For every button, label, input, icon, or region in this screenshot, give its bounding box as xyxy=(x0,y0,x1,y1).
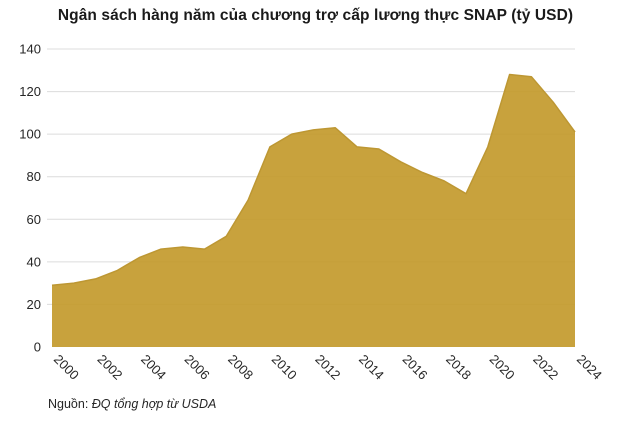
x-tick-label: 2012 xyxy=(312,352,343,383)
y-tick-label: 40 xyxy=(27,254,41,269)
source-prefix: Nguồn: xyxy=(48,397,92,411)
x-tick-label: 2006 xyxy=(182,352,213,383)
x-tick-label: 2000 xyxy=(51,352,82,383)
x-tick-label: 2016 xyxy=(400,352,431,383)
x-tick-label: 2022 xyxy=(530,352,561,383)
x-tick-label: 2018 xyxy=(443,352,474,383)
y-tick-label: 80 xyxy=(27,169,41,184)
y-tick-label: 120 xyxy=(19,84,41,99)
x-tick-label: 2010 xyxy=(269,352,300,383)
x-tick-label: 2004 xyxy=(138,352,169,383)
x-tick-label: 2002 xyxy=(94,352,125,383)
x-tick-label: 2008 xyxy=(225,352,256,383)
y-tick-label: 60 xyxy=(27,212,41,227)
y-tick-label: 20 xyxy=(27,297,41,312)
chart-title: Ngân sách hàng năm của chương trợ cấp lư… xyxy=(57,7,574,24)
y-tick-label: 0 xyxy=(34,340,41,355)
y-tick-label: 100 xyxy=(19,127,41,142)
y-tick-label: 140 xyxy=(19,42,41,57)
x-tick-label: 2014 xyxy=(356,352,387,383)
source-note: Nguồn: ĐQ tổng hợp từ USDA xyxy=(48,397,216,411)
x-tick-label: 2020 xyxy=(487,352,518,383)
x-tick-label: 2024 xyxy=(574,352,605,383)
snap-budget-area xyxy=(52,74,575,347)
snap-budget-area-edge xyxy=(51,73,576,287)
source-text: ĐQ tổng hợp từ USDA xyxy=(91,397,217,411)
